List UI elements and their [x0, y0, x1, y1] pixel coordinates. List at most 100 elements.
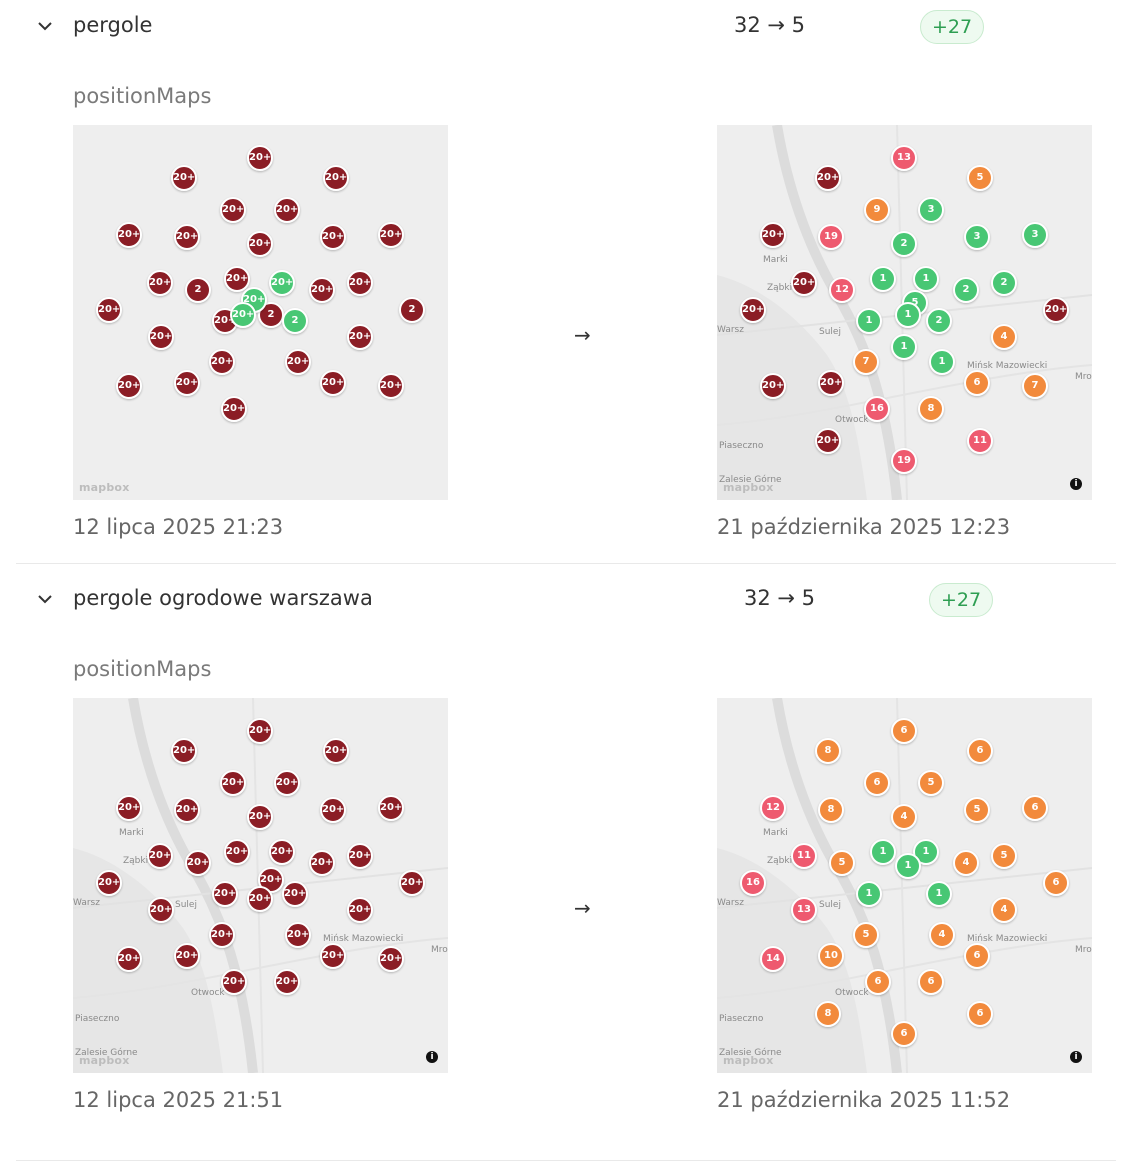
rank-marker[interactable]: 20+: [212, 881, 238, 907]
rank-marker[interactable]: 6: [1022, 795, 1048, 821]
rank-marker[interactable]: 5: [964, 797, 990, 823]
rank-marker[interactable]: 11: [791, 843, 817, 869]
keyword-title[interactable]: pergole: [73, 13, 153, 37]
rank-marker[interactable]: 20+: [282, 881, 308, 907]
rank-marker[interactable]: 8: [818, 797, 844, 823]
rank-marker[interactable]: 20+: [209, 922, 235, 948]
rank-marker[interactable]: 19: [818, 224, 844, 250]
rank-marker[interactable]: 20+: [171, 738, 197, 764]
rank-marker[interactable]: 14: [760, 946, 786, 972]
rank-marker[interactable]: 20+: [174, 943, 200, 969]
info-icon[interactable]: i: [1070, 478, 1082, 490]
rank-marker[interactable]: 20+: [96, 870, 122, 896]
rank-marker[interactable]: 20+: [815, 428, 841, 454]
rank-marker[interactable]: 8: [815, 1001, 841, 1027]
rank-marker[interactable]: 20+: [760, 373, 786, 399]
rank-marker[interactable]: 20+: [247, 718, 273, 744]
rank-marker[interactable]: 20+: [116, 373, 142, 399]
rank-marker[interactable]: 9: [864, 197, 890, 223]
rank-marker[interactable]: 20+: [230, 302, 256, 328]
rank-marker[interactable]: 6: [967, 1001, 993, 1027]
rank-marker[interactable]: 2: [282, 308, 308, 334]
rank-marker[interactable]: 8: [815, 738, 841, 764]
rank-marker[interactable]: 20+: [347, 897, 373, 923]
rank-marker[interactable]: 20+: [274, 969, 300, 995]
rank-marker[interactable]: 20+: [224, 839, 250, 865]
rank-marker[interactable]: 20+: [148, 897, 174, 923]
rank-marker[interactable]: 20+: [320, 370, 346, 396]
rank-marker[interactable]: 8: [918, 396, 944, 422]
rank-marker[interactable]: 20+: [378, 946, 404, 972]
rank-marker[interactable]: 4: [991, 324, 1017, 350]
rank-marker[interactable]: 20+: [247, 145, 273, 171]
info-icon[interactable]: i: [1070, 1051, 1082, 1063]
rank-marker[interactable]: 20+: [285, 922, 311, 948]
rank-marker[interactable]: 5: [991, 843, 1017, 869]
rank-marker[interactable]: 4: [991, 897, 1017, 923]
rank-marker[interactable]: 20+: [347, 270, 373, 296]
rank-marker[interactable]: 20+: [148, 324, 174, 350]
position-map-after[interactable]: mapbox i Marki Ząbki Warsz Sulej Mińsk Mazow…: [717, 125, 1092, 500]
info-icon[interactable]: i: [426, 1051, 438, 1063]
rank-marker[interactable]: 5: [967, 165, 993, 191]
rank-marker[interactable]: 1: [913, 266, 939, 292]
rank-marker[interactable]: 1: [929, 349, 955, 375]
rank-marker[interactable]: 2: [926, 308, 952, 334]
rank-marker[interactable]: 11: [967, 428, 993, 454]
rank-marker[interactable]: 2: [399, 297, 425, 323]
rank-marker[interactable]: 20+: [323, 738, 349, 764]
rank-marker[interactable]: 20+: [378, 795, 404, 821]
rank-marker[interactable]: 20+: [320, 224, 346, 250]
rank-marker[interactable]: 6: [865, 969, 891, 995]
rank-marker[interactable]: 20+: [174, 224, 200, 250]
chevron-down-icon[interactable]: [36, 590, 54, 608]
rank-marker[interactable]: 1: [891, 334, 917, 360]
rank-marker[interactable]: 2: [891, 231, 917, 257]
rank-marker[interactable]: 6: [891, 718, 917, 744]
rank-marker[interactable]: 2: [258, 302, 284, 328]
rank-marker[interactable]: 20+: [247, 231, 273, 257]
rank-marker[interactable]: 20+: [323, 165, 349, 191]
rank-marker[interactable]: 20+: [147, 270, 173, 296]
rank-marker[interactable]: 5: [918, 770, 944, 796]
rank-marker[interactable]: 20+: [1043, 297, 1069, 323]
rank-marker[interactable]: 20+: [309, 850, 335, 876]
rank-marker[interactable]: 6: [918, 969, 944, 995]
position-map-after[interactable]: mapbox i Marki Ząbki Warsz Sulej Mińsk Mazow…: [717, 698, 1092, 1073]
rank-marker[interactable]: 20+: [320, 943, 346, 969]
rank-marker[interactable]: 1: [870, 266, 896, 292]
rank-marker[interactable]: 12: [829, 277, 855, 303]
rank-marker[interactable]: 6: [891, 1021, 917, 1047]
rank-marker[interactable]: 20+: [220, 770, 246, 796]
rank-marker[interactable]: 20+: [378, 222, 404, 248]
rank-marker[interactable]: 4: [953, 850, 979, 876]
rank-marker[interactable]: 1: [856, 308, 882, 334]
position-map-before[interactable]: mapbox 20+ 20+ 20+ 20+ 20+ 20+ 20+ 20+ 20+ 20+ 20+…: [73, 125, 448, 500]
rank-marker[interactable]: 20+: [174, 797, 200, 823]
rank-marker[interactable]: 16: [740, 870, 766, 896]
rank-marker[interactable]: 3: [964, 224, 990, 250]
rank-marker[interactable]: 2: [953, 277, 979, 303]
rank-marker[interactable]: 3: [1022, 222, 1048, 248]
rank-marker[interactable]: 6: [964, 370, 990, 396]
rank-marker[interactable]: 20+: [399, 870, 425, 896]
rank-marker[interactable]: 7: [853, 349, 879, 375]
rank-marker[interactable]: 20+: [209, 349, 235, 375]
rank-marker[interactable]: 20+: [147, 843, 173, 869]
rank-marker[interactable]: 4: [891, 804, 917, 830]
rank-marker[interactable]: 20+: [174, 370, 200, 396]
rank-marker[interactable]: 20+: [274, 197, 300, 223]
rank-marker[interactable]: 20+: [221, 969, 247, 995]
rank-marker[interactable]: 20+: [274, 770, 300, 796]
rank-marker[interactable]: 20+: [378, 373, 404, 399]
rank-marker[interactable]: 20+: [247, 886, 273, 912]
rank-marker[interactable]: 20+: [818, 370, 844, 396]
rank-marker[interactable]: 1: [895, 853, 921, 879]
rank-marker[interactable]: 3: [918, 197, 944, 223]
rank-marker[interactable]: 20+: [740, 297, 766, 323]
rank-marker[interactable]: 20+: [247, 804, 273, 830]
chevron-down-icon[interactable]: [36, 17, 54, 35]
rank-marker[interactable]: 20+: [285, 349, 311, 375]
rank-marker[interactable]: 10: [818, 943, 844, 969]
rank-marker[interactable]: 6: [864, 770, 890, 796]
